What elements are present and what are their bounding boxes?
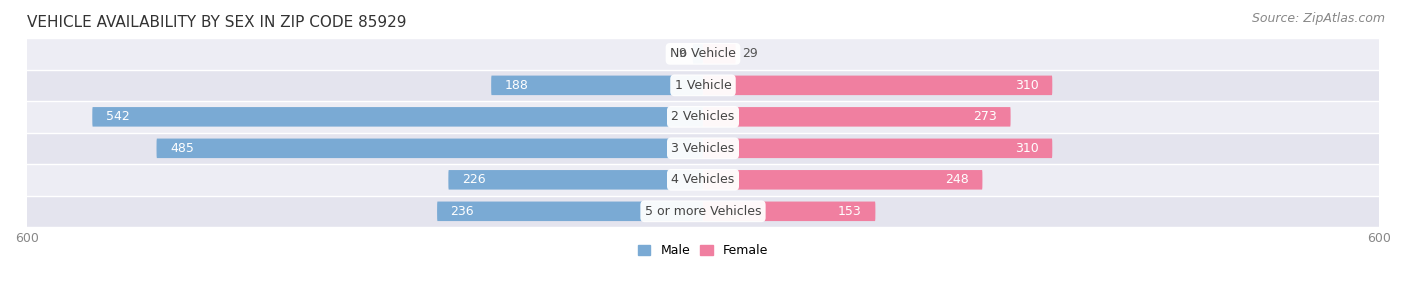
Text: 2 Vehicles: 2 Vehicles	[672, 110, 734, 123]
Text: 1 Vehicle: 1 Vehicle	[675, 79, 731, 92]
FancyBboxPatch shape	[156, 139, 703, 158]
FancyBboxPatch shape	[693, 44, 703, 64]
Text: 29: 29	[742, 47, 758, 60]
Text: 4 Vehicles: 4 Vehicles	[672, 173, 734, 186]
Text: 9: 9	[678, 47, 686, 60]
FancyBboxPatch shape	[491, 76, 703, 95]
Text: 226: 226	[463, 173, 485, 186]
FancyBboxPatch shape	[703, 44, 735, 64]
FancyBboxPatch shape	[449, 170, 703, 190]
Bar	[27, 38, 1379, 69]
Text: 236: 236	[450, 205, 474, 218]
FancyBboxPatch shape	[703, 76, 1052, 95]
Text: No Vehicle: No Vehicle	[671, 47, 735, 60]
Text: 5 or more Vehicles: 5 or more Vehicles	[645, 205, 761, 218]
Text: 273: 273	[973, 110, 997, 123]
Text: VEHICLE AVAILABILITY BY SEX IN ZIP CODE 85929: VEHICLE AVAILABILITY BY SEX IN ZIP CODE …	[27, 15, 406, 30]
Text: 188: 188	[505, 79, 529, 92]
Text: 310: 310	[1015, 79, 1039, 92]
Text: 310: 310	[1015, 142, 1039, 155]
FancyBboxPatch shape	[703, 107, 1011, 127]
Bar	[27, 101, 1379, 132]
Bar	[27, 196, 1379, 227]
FancyBboxPatch shape	[703, 170, 983, 190]
Bar	[27, 132, 1379, 164]
Legend: Male, Female: Male, Female	[633, 239, 773, 262]
Text: 248: 248	[945, 173, 969, 186]
Text: Source: ZipAtlas.com: Source: ZipAtlas.com	[1251, 12, 1385, 25]
Text: 153: 153	[838, 205, 862, 218]
Bar	[27, 69, 1379, 101]
FancyBboxPatch shape	[93, 107, 703, 127]
Bar	[27, 164, 1379, 196]
Text: 3 Vehicles: 3 Vehicles	[672, 142, 734, 155]
FancyBboxPatch shape	[437, 202, 703, 221]
FancyBboxPatch shape	[703, 202, 876, 221]
Text: 542: 542	[105, 110, 129, 123]
FancyBboxPatch shape	[703, 139, 1052, 158]
Text: 485: 485	[170, 142, 194, 155]
